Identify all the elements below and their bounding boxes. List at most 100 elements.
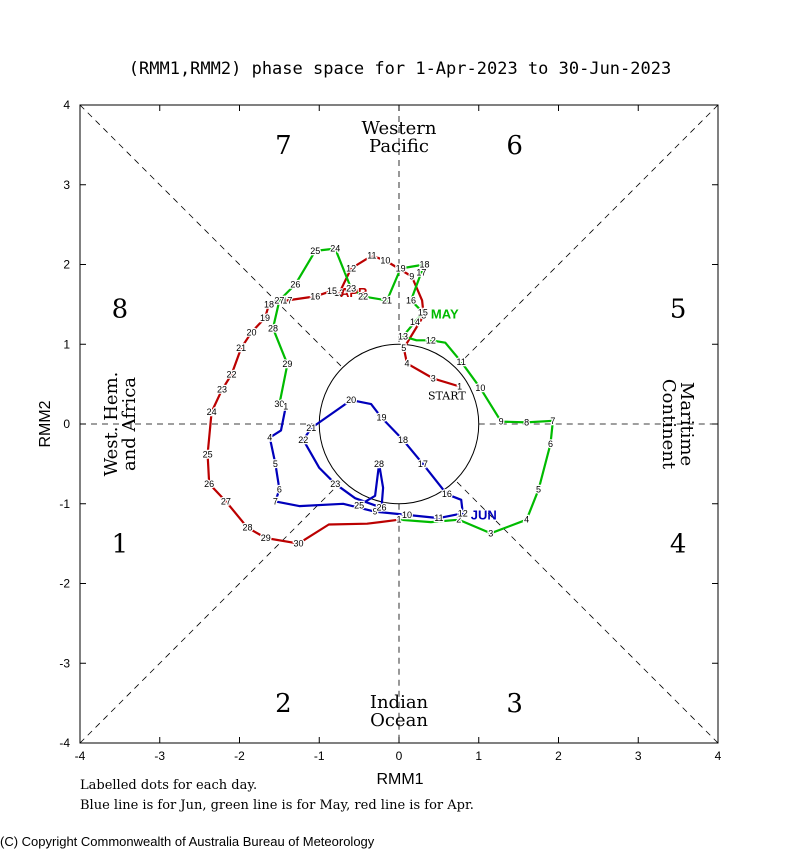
region-label-west-hem-and-africa-line: and Africa [119,377,140,471]
day-label-may: 22 [358,291,368,301]
day-label-may: 7 [550,416,555,426]
day-label-may: 17 [416,267,426,277]
day-label-apr: 17 [282,295,292,305]
phase-divider-ne [455,104,719,368]
day-label-jun: 28 [374,459,384,469]
day-label-may: 12 [426,335,436,345]
x-tick-label: 2 [555,749,562,763]
unit-circle [318,343,480,505]
day-label-apr: 23 [217,385,227,395]
note-labelled-dots: Labelled dots for each day. [80,778,258,793]
region-label-maritime-continent-line: Continent [658,379,679,470]
x-tick-label: 0 [396,749,403,763]
day-label-jun: 4 [267,433,272,443]
day-label-jun: 16 [442,489,452,499]
day-label-apr: 3 [431,374,436,384]
series-line-jun [268,399,464,520]
day-label-apr: 26 [204,479,214,489]
day-label-may: 27 [274,295,284,305]
x-tick-label: -4 [75,749,86,763]
day-label-may: 23 [346,283,356,293]
region-label-indian-ocean-line: Ocean [370,710,428,731]
phase-number-4: 4 [670,530,687,560]
phase-number-7: 7 [275,131,292,161]
day-label-apr: 29 [261,533,271,543]
day-label-may: 14 [410,317,420,327]
y-tick-label: 0 [63,417,70,431]
region-label-maritime-continent-line: Maritime [676,382,697,466]
x-tick-label: 4 [715,749,722,763]
y-tick-label: -4 [59,736,70,750]
phase-number-3: 3 [506,689,523,719]
day-label-apr: 28 [242,523,252,533]
start-label: START [428,389,466,402]
day-label-jun: 18 [398,435,408,445]
phase-number-6: 6 [506,131,523,161]
day-label-apr: 11 [367,251,376,261]
day-label-may: 4 [524,515,529,525]
day-label-apr: 19 [260,313,270,323]
day-label-jun: 12 [458,508,468,518]
x-tick-label: -1 [314,749,325,763]
day-label-apr: 30 [294,539,304,549]
day-label-apr: 25 [203,449,213,459]
day-label-jun: 25 [354,500,364,510]
day-label-jun: 6 [277,484,282,494]
day-label-may: 1 [396,515,401,525]
phase-number-5: 5 [670,294,687,324]
region-label-western-pacific-line: Pacific [369,136,429,157]
day-label-may: 8 [524,417,529,427]
day-label-may: 3 [488,528,493,538]
phase-number-2: 2 [275,689,292,719]
y-tick-label: -2 [59,577,70,591]
series-line-may [271,247,555,535]
day-label-may: 29 [282,359,292,369]
day-label-jun: 20 [346,395,356,405]
chart-title: (RMM1,RMM2) phase space for 1-Apr-2023 t… [129,59,671,79]
day-label-may: 13 [398,331,408,341]
day-label-apr: 20 [246,327,256,337]
phase-number-1: 1 [112,530,129,560]
x-tick-label: 3 [635,749,642,763]
day-label-jun: 23 [330,479,340,489]
day-label-apr: 13 [334,288,344,298]
day-label-jun: 19 [376,413,386,423]
y-tick-label: 3 [63,178,70,192]
month-label-apr: APR [340,285,368,300]
x-tick-label: -2 [234,749,245,763]
day-label-may: 10 [475,383,485,393]
day-label-apr: 8 [421,311,426,321]
day-label-may: 6 [548,439,553,449]
phase-divider-sw [79,480,343,744]
day-label-jun: 22 [298,435,308,445]
phase-divider-nw [79,104,343,368]
note-line-colors: Blue line is for Jun, green line is for … [80,798,474,813]
x-tick-label: 1 [475,749,482,763]
day-label-apr: 15 [327,286,337,296]
day-label-may: 16 [406,295,416,305]
month-label-jun: JUN [471,507,497,522]
day-label-apr: 1 [457,382,462,392]
series-line-apr [206,254,460,545]
y-axis-label: RMM2 [37,400,54,447]
day-label-may: 18 [420,260,430,270]
day-label-apr: 21 [236,343,246,353]
y-tick-label: -1 [59,497,70,511]
day-label-jun: 9 [373,507,378,517]
day-label-may: 9 [499,417,504,427]
day-label-apr: 24 [207,407,217,417]
day-label-apr: 10 [380,256,390,266]
day-label-apr: 9 [409,271,414,281]
day-label-jun: 17 [418,459,428,469]
day-label-jun: 7 [273,496,278,506]
day-label-may: 28 [268,323,278,333]
day-label-may: 19 [396,263,406,273]
x-tick-label: -3 [154,749,165,763]
region-label-west-hem-and-africa-line: West. Hem. [101,372,122,477]
day-label-jun: 21 [306,423,316,433]
y-tick-label: 1 [63,337,70,351]
copyright-notice: (C) Copyright Commonwealth of Australia … [0,834,375,849]
